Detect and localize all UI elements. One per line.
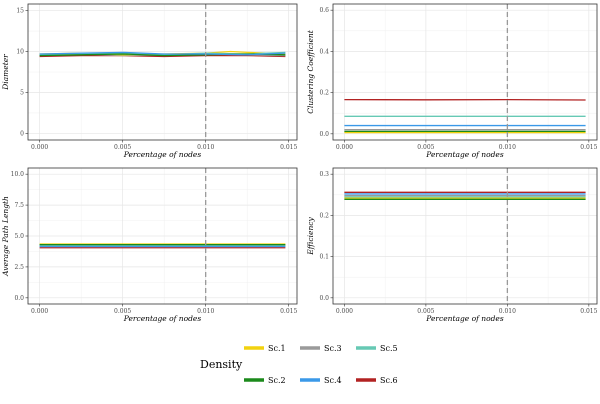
y-tick-label: 15	[16, 8, 24, 15]
y-tick-label: 10.0	[11, 171, 25, 178]
y-tick-label: 0.2	[319, 90, 329, 97]
y-tick-label: 7.5	[14, 202, 24, 209]
y-tick-label: 0	[20, 130, 24, 137]
y-tick-label: 10	[16, 49, 24, 56]
legend: Density Sc.1 Sc.3 Sc.5 Sc.2 Sc.4 Sc.6	[200, 344, 398, 385]
y-axis-title: Efficiency	[306, 216, 315, 255]
x-axis-title: Percentage of nodes	[123, 150, 202, 159]
legend-label: Sc.4	[324, 376, 342, 385]
x-axis-title: Percentage of nodes	[425, 314, 504, 323]
y-tick-label: 0.2	[319, 212, 329, 219]
legend-item-sc1: Sc.1	[244, 344, 286, 353]
y-tick-label: 0.0	[319, 295, 329, 302]
x-axis-title: Percentage of nodes	[123, 314, 202, 323]
legend-label: Sc.5	[380, 344, 398, 353]
legend-item-sc3: Sc.3	[300, 344, 342, 353]
legend-item-sc6: Sc.6	[356, 376, 398, 385]
y-tick-label: 0.0	[14, 295, 24, 302]
legend-label: Sc.1	[268, 344, 286, 353]
x-tick-label: 0.015	[580, 144, 597, 151]
legend-title: Density	[200, 358, 243, 371]
x-tick-label: 0.000	[336, 144, 353, 151]
y-tick-label: 0.6	[319, 7, 329, 14]
y-tick-label: 2.5	[14, 264, 24, 271]
legend-item-sc2: Sc.2	[244, 376, 286, 385]
y-tick-label: 0.3	[319, 171, 329, 178]
y-tick-label: 0.0	[319, 131, 329, 138]
x-tick-label: 0.000	[336, 308, 353, 315]
x-tick-label: 0.015	[280, 308, 297, 315]
legend-item-sc4: Sc.4	[300, 376, 342, 385]
legend-label: Sc.6	[380, 376, 398, 385]
x-tick-label: 0.015	[580, 308, 597, 315]
legend-label: Sc.3	[324, 344, 342, 353]
y-tick-label: 0.4	[319, 48, 329, 55]
y-tick-label: 5.0	[14, 233, 24, 240]
legend-item-sc5: Sc.5	[356, 344, 398, 353]
x-tick-label: 0.000	[31, 308, 48, 315]
y-axis-title: Average Path Length	[1, 196, 10, 277]
x-tick-label: 0.015	[280, 144, 297, 151]
y-tick-label: 5	[20, 89, 24, 96]
y-axis-title: Diameter	[1, 54, 10, 91]
y-axis-title: Clustering Coefficient	[306, 29, 315, 114]
y-tick-label: 0.1	[319, 254, 329, 261]
x-tick-label: 0.000	[31, 144, 48, 151]
legend-label: Sc.2	[268, 376, 286, 385]
x-axis-title: Percentage of nodes	[425, 150, 504, 159]
